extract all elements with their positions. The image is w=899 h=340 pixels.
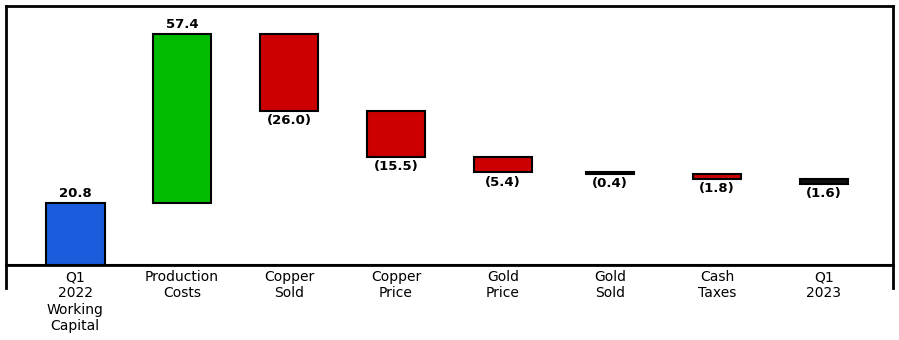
Bar xyxy=(800,179,848,184)
Bar xyxy=(260,34,318,111)
Bar xyxy=(367,111,425,156)
Text: (15.5): (15.5) xyxy=(374,160,418,173)
Bar xyxy=(46,203,104,265)
Text: (0.4): (0.4) xyxy=(592,177,628,190)
Bar xyxy=(586,172,634,174)
Text: (26.0): (26.0) xyxy=(266,115,312,128)
Text: 57.4: 57.4 xyxy=(165,18,199,31)
Text: (1.6): (1.6) xyxy=(806,187,841,200)
Bar xyxy=(153,34,211,203)
Bar xyxy=(693,174,741,179)
Text: (5.4): (5.4) xyxy=(485,176,521,189)
Text: 20.8: 20.8 xyxy=(58,187,92,200)
Bar xyxy=(474,156,532,172)
Text: (1.8): (1.8) xyxy=(699,183,734,196)
